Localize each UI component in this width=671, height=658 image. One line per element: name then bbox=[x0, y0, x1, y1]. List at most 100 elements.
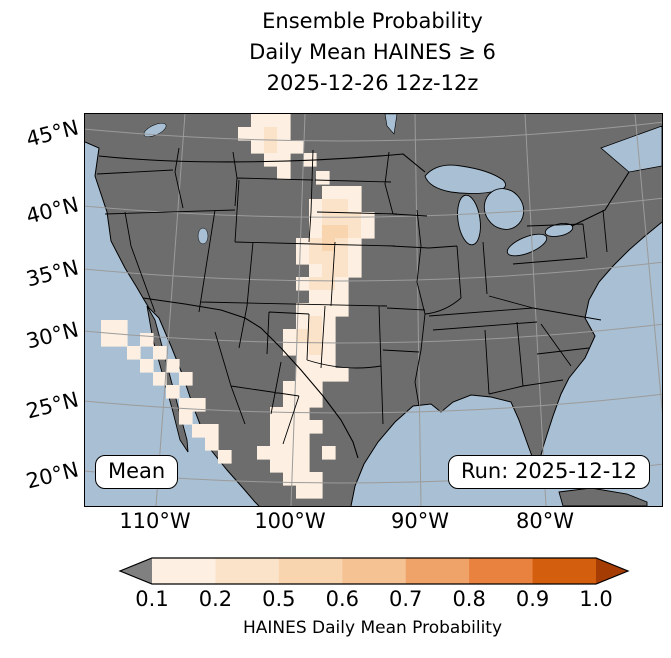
meridian-80w bbox=[524, 114, 547, 506]
probability-cell bbox=[192, 424, 206, 438]
probability-cell bbox=[322, 225, 336, 239]
probability-cell bbox=[296, 446, 310, 460]
probability-cell bbox=[270, 446, 284, 460]
land-islands bbox=[146, 305, 648, 506]
probability-cell bbox=[264, 140, 278, 154]
probability-cell bbox=[322, 368, 336, 382]
probability-cells bbox=[101, 114, 375, 499]
probability-cell bbox=[296, 394, 310, 408]
probability-cell bbox=[309, 472, 323, 486]
probability-cell bbox=[348, 225, 362, 239]
colorbar-tick: 0.1 bbox=[135, 587, 169, 611]
probability-cell bbox=[270, 433, 284, 447]
lake-huron bbox=[483, 188, 525, 230]
probability-cell bbox=[283, 433, 297, 447]
pacific-coastline bbox=[85, 141, 260, 506]
probability-cell bbox=[205, 424, 219, 438]
probability-cell bbox=[101, 320, 115, 334]
colorbar-over-arrow bbox=[596, 558, 628, 584]
probability-cell bbox=[309, 355, 323, 369]
borders bbox=[96, 147, 630, 459]
probability-cell bbox=[296, 407, 310, 421]
colorbar-segment bbox=[469, 558, 534, 584]
probability-cell bbox=[251, 140, 265, 154]
pacific-ocean bbox=[85, 142, 259, 506]
y-tick-label: 35°N bbox=[23, 255, 81, 292]
probability-cell bbox=[309, 264, 323, 278]
probability-cell bbox=[296, 485, 310, 499]
probability-cell bbox=[283, 381, 297, 395]
probability-cell bbox=[309, 368, 323, 382]
probability-cell bbox=[166, 359, 180, 373]
probability-cell bbox=[277, 127, 291, 141]
run-label-box: Run: 2025-12-12 bbox=[447, 455, 650, 490]
probability-cell bbox=[335, 212, 349, 226]
probability-cell bbox=[251, 127, 265, 141]
mean-label-box: Mean bbox=[95, 455, 179, 490]
probability-cell bbox=[335, 264, 349, 278]
probability-cell bbox=[296, 277, 310, 291]
probability-cell bbox=[335, 303, 349, 317]
probability-cell bbox=[264, 127, 278, 141]
probability-cell bbox=[264, 153, 278, 167]
probability-cell bbox=[348, 186, 362, 200]
probability-cell bbox=[283, 342, 297, 356]
ocean-shapes bbox=[85, 114, 662, 506]
x-tick-label: 80°W bbox=[516, 509, 574, 533]
probability-cell bbox=[348, 199, 362, 213]
probability-cell bbox=[277, 153, 291, 167]
probability-cell bbox=[309, 316, 323, 330]
probability-cell bbox=[153, 372, 167, 386]
probability-cell bbox=[335, 290, 349, 304]
colorbar-tick: 0.9 bbox=[515, 587, 550, 611]
title-line-3: 2025-12-26 12z-12z bbox=[266, 71, 479, 95]
probability-cell bbox=[296, 433, 310, 447]
probability-cell bbox=[322, 342, 336, 356]
probability-cell bbox=[296, 329, 310, 343]
probability-cell bbox=[283, 329, 297, 343]
colorbar-tick: 0.6 bbox=[325, 587, 359, 611]
probability-cell bbox=[283, 446, 297, 460]
probability-cell bbox=[322, 277, 336, 291]
probability-cell bbox=[296, 381, 310, 395]
probability-cell bbox=[257, 446, 271, 460]
probability-cell bbox=[335, 277, 349, 291]
us-mexico-border bbox=[142, 297, 359, 459]
colorbar-segment bbox=[152, 558, 216, 584]
probability-cell bbox=[309, 238, 323, 252]
probability-cell bbox=[290, 140, 304, 154]
probability-cell bbox=[296, 420, 310, 434]
probability-cell bbox=[309, 485, 323, 499]
probability-cell bbox=[114, 320, 128, 334]
meridian-70w bbox=[634, 114, 662, 414]
probability-cell bbox=[179, 398, 193, 412]
probability-cell bbox=[277, 140, 291, 154]
probability-cell bbox=[309, 420, 323, 434]
probability-cell bbox=[140, 359, 154, 373]
great-salt-lake bbox=[197, 227, 209, 245]
probability-cell bbox=[296, 355, 310, 369]
probability-cell bbox=[140, 333, 154, 347]
colorbar-tick: 1.0 bbox=[579, 587, 613, 611]
probability-cell bbox=[218, 450, 232, 464]
parallel-45n bbox=[85, 121, 662, 142]
probability-cell bbox=[322, 186, 336, 200]
probability-cell bbox=[309, 290, 323, 304]
colorbar-under-arrow bbox=[120, 558, 152, 584]
state-boundaries bbox=[96, 147, 608, 445]
probability-cell bbox=[127, 346, 141, 360]
probability-cell bbox=[277, 114, 291, 128]
colorbar-segment bbox=[278, 558, 343, 584]
probability-cell bbox=[309, 225, 323, 239]
colorbar-tick: 0.8 bbox=[452, 587, 486, 611]
probability-cell bbox=[270, 459, 284, 473]
probability-cell bbox=[114, 333, 128, 347]
y-tick-label: 30°N bbox=[23, 317, 81, 354]
probability-cell bbox=[264, 114, 278, 128]
probability-cell bbox=[238, 127, 252, 141]
probability-cell bbox=[296, 342, 310, 356]
probability-cell bbox=[283, 394, 297, 408]
probability-cell bbox=[309, 394, 323, 408]
probability-cell bbox=[283, 459, 297, 473]
